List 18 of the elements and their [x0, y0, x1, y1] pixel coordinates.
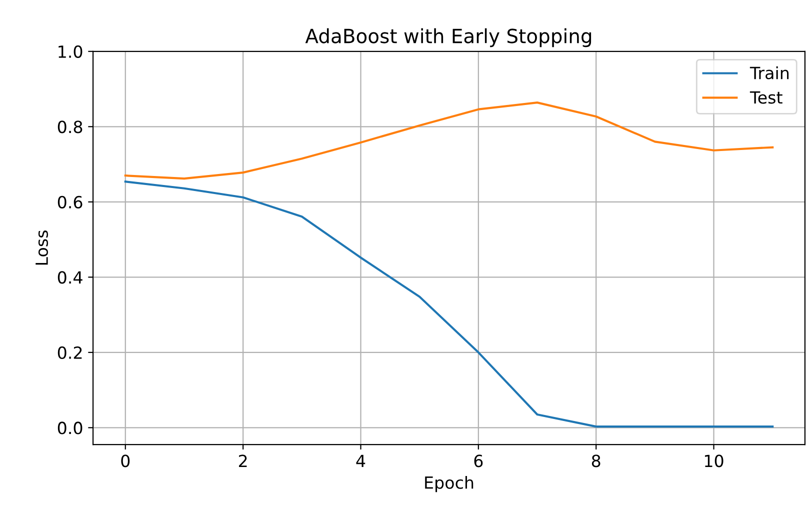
y-tick-label: 0.4: [58, 271, 82, 284]
chart-title: AdaBoost with Early Stopping: [305, 28, 592, 48]
x-tick-label: 8: [592, 454, 600, 468]
line-series: [124, 180, 774, 428]
y-tick-label: 0.8: [58, 120, 82, 134]
y-axis-title: Loss: [36, 230, 48, 265]
x-tick-label: 10: [704, 454, 724, 468]
y-tick-label: 1.0: [58, 45, 82, 58]
x-tick-label: 4: [356, 454, 366, 467]
y-tick-label: 0.6: [58, 196, 82, 208]
legend-label: Train: [750, 66, 789, 80]
x-tick-label: 2: [238, 454, 247, 467]
y-tick-label: 0.0: [58, 422, 82, 434]
x-axis-title: Epoch: [425, 476, 474, 492]
y-tick-label: 0.2: [58, 346, 82, 359]
x-tick-label: 0: [121, 454, 130, 468]
x-tick-label: 6: [474, 454, 483, 468]
legend-label: Test: [750, 91, 782, 104]
